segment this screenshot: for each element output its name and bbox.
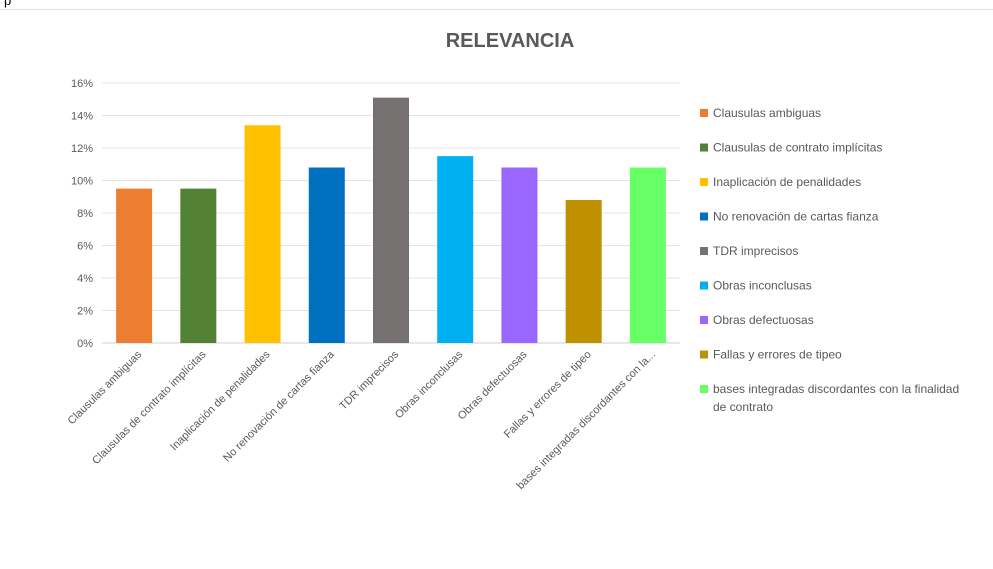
x-tick-label: No renovación de cartas fianza <box>221 348 337 464</box>
bar-9 <box>629 167 666 343</box>
legend-label: TDR imprecisos <box>713 244 798 258</box>
bar-3 <box>244 125 281 343</box>
y-tick-label: 14% <box>71 111 93 123</box>
legend-label: Obras inconclusas <box>713 279 812 293</box>
legend: Clausulas ambiguas Clausulas de contrato … <box>700 106 959 414</box>
legend-swatch <box>700 212 708 221</box>
bar-1 <box>116 188 153 343</box>
x-tick-label: Clausulas de contrato implícitas <box>90 348 209 467</box>
legend-swatch <box>700 143 708 152</box>
legend-label: Clausulas ambiguas <box>713 106 821 120</box>
y-tick-label: 0% <box>77 338 93 350</box>
legend-swatch <box>700 385 708 393</box>
y-tick-label: 12% <box>71 143 93 155</box>
y-tick-label: 10% <box>71 176 93 188</box>
legend-swatch <box>700 350 708 359</box>
legend-label: Inaplicación de penalidades <box>713 175 861 189</box>
legend-label: No renovación de cartas fianza <box>713 210 879 224</box>
legend-label: Clausulas de contrato implícitas <box>713 141 882 155</box>
bar-4 <box>308 167 345 343</box>
page-top-text: p <box>4 0 12 8</box>
legend-label: Fallas y errores de tipeo <box>713 348 842 362</box>
x-tick-label: TDR imprecisos <box>337 348 401 412</box>
legend-label: de contrato <box>713 400 773 414</box>
y-tick-label: 2% <box>77 306 93 318</box>
x-tick-label: bases integradas discordantes con la... <box>515 349 658 492</box>
bar-2 <box>180 188 217 343</box>
y-tick-label: 8% <box>77 208 93 220</box>
bar-8 <box>565 200 602 343</box>
bars <box>116 97 666 343</box>
y-tick-label: 6% <box>77 241 93 253</box>
legend-swatch <box>700 316 708 324</box>
bar-6 <box>437 156 474 343</box>
top-divider <box>0 9 993 10</box>
chart-title: RELEVANCIA <box>446 30 575 52</box>
legend-label: bases integradas discordantes con la fin… <box>713 382 959 396</box>
legend-swatch <box>700 109 708 117</box>
bar-5 <box>373 97 409 343</box>
legend-label: Obras defectuosas <box>713 313 814 327</box>
x-tick-label: Obras defectuosas <box>456 348 530 422</box>
y-tick-label: 4% <box>77 273 93 285</box>
legend-swatch <box>700 178 708 186</box>
y-axis-ticks: 0% 2% 4% 6% 8% 10% 12% 14% 16% <box>71 78 93 350</box>
legend-swatch <box>700 281 708 290</box>
y-tick-label: 16% <box>71 78 93 90</box>
bar-7 <box>501 167 538 343</box>
legend-swatch <box>700 247 708 255</box>
x-tick-label: Obras inconclusas <box>393 348 466 421</box>
